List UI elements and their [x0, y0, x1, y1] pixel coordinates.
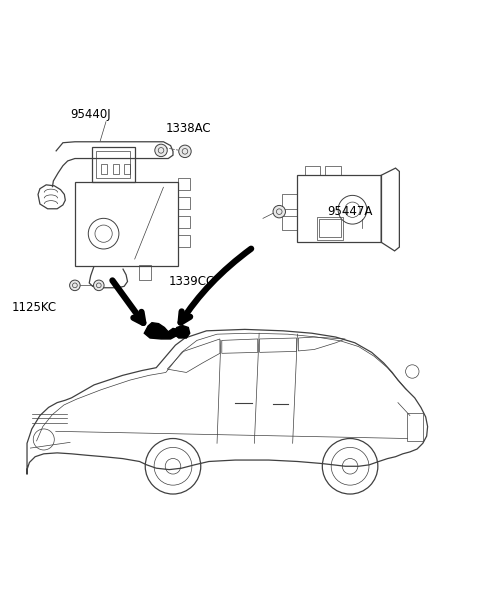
- Circle shape: [155, 144, 167, 157]
- Circle shape: [179, 145, 191, 158]
- Circle shape: [70, 280, 80, 290]
- Circle shape: [94, 280, 104, 290]
- Text: 95447A: 95447A: [327, 205, 372, 217]
- Text: 1125KC: 1125KC: [11, 301, 56, 314]
- Circle shape: [273, 205, 286, 218]
- Text: 1339CC: 1339CC: [168, 275, 215, 288]
- Polygon shape: [173, 326, 190, 338]
- Polygon shape: [144, 323, 178, 339]
- Text: 1338AC: 1338AC: [166, 122, 212, 135]
- Text: 95440J: 95440J: [70, 108, 111, 121]
